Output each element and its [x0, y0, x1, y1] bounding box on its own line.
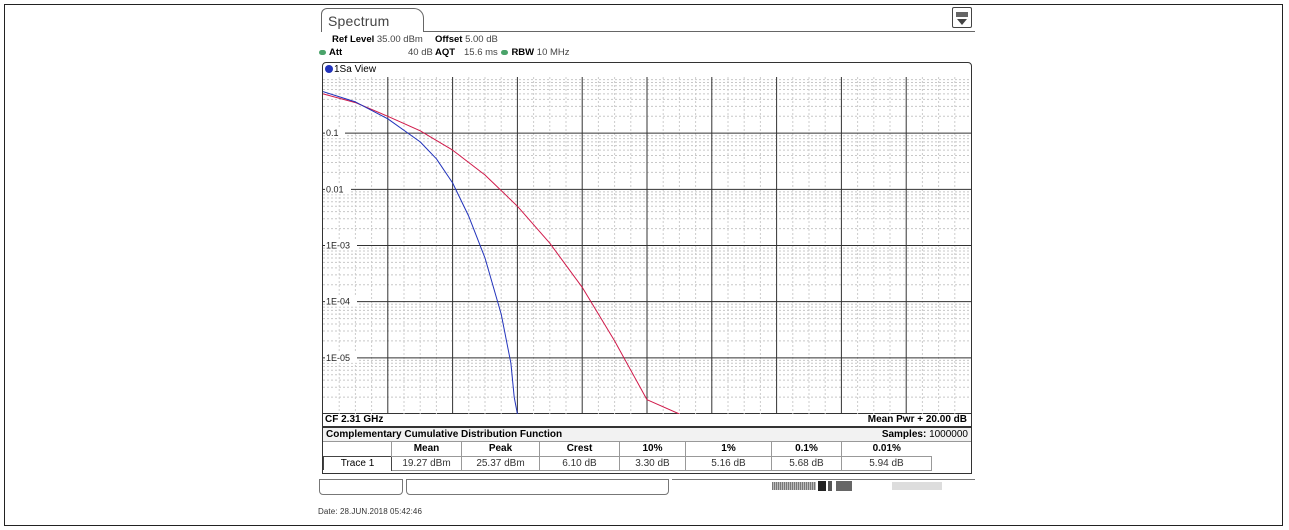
- column-header: 10%: [619, 442, 686, 456]
- window-menu-button[interactable]: [952, 7, 972, 28]
- column-header: 1%: [685, 442, 772, 456]
- tab-divider: [424, 31, 975, 32]
- ccdf-plot: 0.1 0.01 1E-03 1E-04 1E-05: [322, 77, 971, 419]
- ccdf-table-header: Complementary Cumulative Distribution Fu…: [323, 428, 971, 442]
- ccdf-values: Mean Peak Crest 10% 1% 0.1% 0.01% Trace …: [323, 442, 932, 471]
- aqt-label: AQT: [435, 47, 456, 58]
- ref-level-label: Ref Level: [332, 34, 375, 45]
- chevron-down-icon: [957, 19, 967, 25]
- trace-indicator-icon: [325, 65, 333, 73]
- crest-value: 6.10 dB: [539, 455, 620, 471]
- y-tick-label-bg: [325, 183, 351, 195]
- rbw-indicator-icon: [501, 49, 509, 55]
- samples-value: 1000000: [929, 429, 968, 440]
- column-header: Crest: [539, 442, 620, 456]
- diagram-footer: CF 2.31 GHz Mean Pwr + 20.00 dB: [322, 414, 972, 427]
- samples-label: Samples:: [881, 429, 927, 440]
- measuring-progress-icon: [772, 482, 816, 490]
- column-header: Mean: [391, 442, 462, 456]
- y-tick-label-bg: [325, 127, 345, 139]
- status-field-right: [672, 479, 975, 495]
- samples-readout: Samples: 1000000: [882, 428, 968, 441]
- measuring-indicator-icon: [828, 481, 832, 491]
- att-label: Att: [329, 47, 343, 58]
- status-bar: [318, 479, 975, 497]
- one-percent-value: 5.16 dB: [685, 455, 772, 471]
- window-title-label: 1Sa View: [334, 64, 377, 75]
- point-zero-one-percent-value: 5.94 dB: [841, 455, 932, 471]
- diagram-window: 1Sa View 0.1 0.01 1E-03 1E-04 1E-05: [322, 62, 972, 415]
- att-indicator-icon: [319, 49, 326, 55]
- measuring-indicator-icon: [818, 481, 826, 491]
- column-header: Peak: [461, 442, 540, 456]
- y-tick-label-bg: [325, 239, 357, 251]
- series-line: [322, 93, 680, 415]
- aqt-value: 15.6 ms: [464, 47, 498, 58]
- mean-power-span: Mean Pwr + 20.00 dB: [867, 414, 967, 425]
- column-header: 0.01%: [841, 442, 932, 456]
- y-tick-label: 1E-04: [326, 297, 350, 307]
- window-title[interactable]: 1Sa View: [325, 64, 376, 76]
- status-indicator: [892, 482, 942, 490]
- y-tick-label: 0.01: [326, 184, 344, 194]
- ready-indicator-icon: [836, 481, 852, 491]
- ccdf-title: Complementary Cumulative Distribution Fu…: [326, 429, 563, 440]
- peak-value: 25.37 dBm: [461, 455, 540, 471]
- y-tick-label: 0.1: [326, 128, 339, 138]
- trace-1-label[interactable]: Trace 1: [323, 455, 392, 470]
- ccdf-chart: 0.1 0.01 1E-03 1E-04 1E-05: [322, 77, 971, 415]
- table-row: Trace 1 19.27 dBm 25.37 dBm 6.10 dB 3.30…: [323, 455, 932, 471]
- parameter-header: Ref Level 35.00 dBm Offset 5.00 dB Att 4…: [318, 32, 975, 62]
- window-icon: [956, 12, 968, 17]
- status-field-left[interactable]: [319, 479, 403, 495]
- ten-percent-value: 3.30 dB: [619, 455, 686, 471]
- ref-level-value: 35.00 dBm: [376, 34, 423, 45]
- analyzer-screen: Spectrum Ref Level 35.00 dBm Offset 5.00…: [318, 5, 975, 497]
- point-one-percent-value: 5.68 dB: [771, 455, 842, 471]
- capture-date: Date: 28.JUN.2018 05:42:46: [318, 507, 423, 516]
- y-tick-label-bg: [325, 351, 357, 363]
- offset-value: 5.00 dB: [465, 34, 498, 45]
- ccdf-result-table: Complementary Cumulative Distribution Fu…: [322, 427, 972, 474]
- rbw-value: 10 MHz: [536, 47, 570, 58]
- column-header: 0.1%: [771, 442, 842, 456]
- status-field-middle[interactable]: [406, 479, 669, 495]
- offset-label: Offset: [435, 34, 463, 45]
- center-frequency: CF 2.31 GHz: [325, 414, 384, 425]
- series-line: [322, 91, 518, 415]
- mean-value: 19.27 dBm: [391, 455, 462, 471]
- y-tick-label: 1E-03: [326, 241, 350, 251]
- trace-column-header: [324, 442, 392, 456]
- tab-spectrum[interactable]: Spectrum: [321, 8, 424, 32]
- rbw-label: RBW: [511, 47, 535, 58]
- y-tick-label: 1E-05: [326, 353, 350, 363]
- att-value: 40 dB: [408, 47, 433, 58]
- ccdf-column-row: Mean Peak Crest 10% 1% 0.1% 0.01%: [324, 442, 932, 456]
- y-tick-label-bg: [325, 295, 357, 307]
